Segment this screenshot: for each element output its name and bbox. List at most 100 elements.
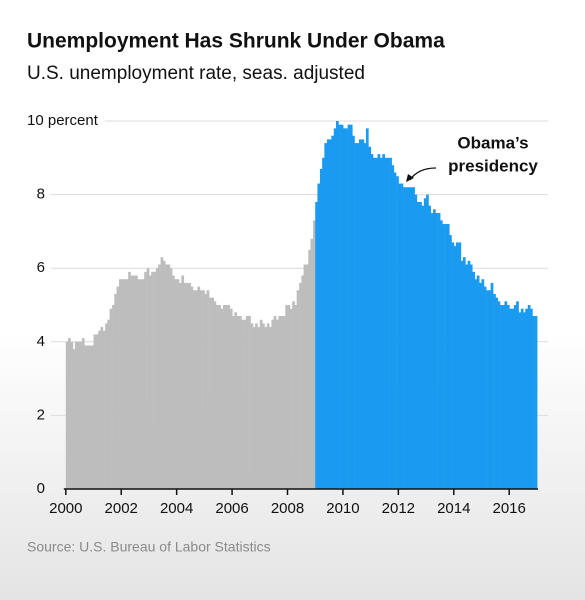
bar [529, 308, 533, 489]
bar [437, 213, 441, 489]
bar [483, 286, 487, 489]
bar [389, 157, 392, 490]
chart-subtitle: U.S. unemployment rate, seas. adjusted [27, 63, 365, 84]
bar [287, 305, 291, 489]
bar [296, 290, 300, 489]
bar [98, 330, 101, 489]
bar [220, 308, 224, 489]
bar [432, 209, 436, 489]
bar [476, 275, 480, 489]
bar [100, 327, 104, 489]
bar [95, 334, 99, 489]
bar [248, 316, 251, 489]
bar [137, 279, 141, 489]
source: Source: U.S. Bureau of Labor Statistics [27, 539, 271, 555]
bar [497, 301, 501, 489]
bar [77, 341, 81, 489]
bar [455, 242, 459, 489]
bar [502, 305, 505, 489]
bar [204, 293, 208, 489]
bar [506, 305, 510, 489]
bar [188, 282, 191, 489]
bar [211, 297, 214, 489]
bar [372, 157, 376, 490]
bar [142, 279, 145, 489]
bar [500, 305, 503, 489]
bar [331, 135, 334, 489]
bar [509, 308, 512, 489]
bar [79, 341, 83, 489]
bar [414, 194, 418, 489]
bar [534, 316, 538, 489]
bar [511, 308, 515, 489]
bar [472, 271, 476, 489]
bar [488, 290, 492, 489]
bar [105, 323, 108, 489]
bar [326, 139, 330, 489]
bar [516, 301, 519, 489]
annotation: Obama’s [457, 133, 528, 152]
bar [358, 139, 362, 489]
bar [216, 305, 219, 489]
bar [116, 286, 120, 489]
bar [81, 338, 85, 489]
bar [144, 271, 147, 489]
bar [107, 319, 111, 489]
bar [255, 323, 258, 489]
bar [469, 264, 473, 489]
bar [132, 275, 136, 489]
bar [446, 224, 450, 490]
bar [365, 128, 369, 490]
bar [190, 286, 194, 489]
bar [324, 143, 328, 489]
y-tick-label: 8 [37, 186, 45, 203]
bar [229, 308, 233, 489]
bar [285, 305, 288, 489]
bar [234, 312, 238, 489]
bar [354, 143, 358, 489]
bar [225, 305, 228, 489]
bar [241, 319, 244, 489]
bar [398, 183, 402, 489]
bar [409, 187, 413, 490]
x-tick-label: 2010 [326, 500, 359, 517]
bar [486, 290, 489, 489]
bar [114, 293, 118, 489]
bars [65, 121, 538, 490]
chart-title: Unemployment Has Shrunk Under Obama [27, 30, 445, 53]
bar [245, 316, 249, 489]
bar [400, 183, 404, 489]
bar [393, 172, 397, 489]
bar [523, 312, 526, 489]
bar [481, 279, 485, 489]
bar [162, 260, 166, 489]
bar [338, 124, 341, 490]
bar [513, 305, 517, 489]
bar [368, 146, 372, 489]
bar [312, 220, 316, 490]
bar [306, 264, 309, 489]
bar [384, 157, 388, 490]
bar [382, 154, 385, 489]
bar [391, 165, 395, 489]
bar [93, 334, 97, 489]
bar [259, 319, 263, 489]
bar [396, 176, 399, 489]
bar [335, 121, 339, 489]
bar [158, 264, 161, 489]
y-tick-label: 2 [37, 406, 45, 423]
bar [444, 224, 448, 490]
bar [329, 139, 332, 489]
bar [361, 139, 365, 489]
bar [467, 260, 471, 489]
bar [72, 349, 76, 489]
bar [532, 316, 535, 489]
bar [322, 157, 325, 490]
x-tick-label: 2002 [105, 500, 138, 517]
bar [458, 242, 462, 489]
bar [236, 316, 240, 489]
bar [243, 319, 247, 489]
bar [451, 242, 455, 489]
bar [128, 271, 131, 489]
bar [227, 305, 231, 489]
